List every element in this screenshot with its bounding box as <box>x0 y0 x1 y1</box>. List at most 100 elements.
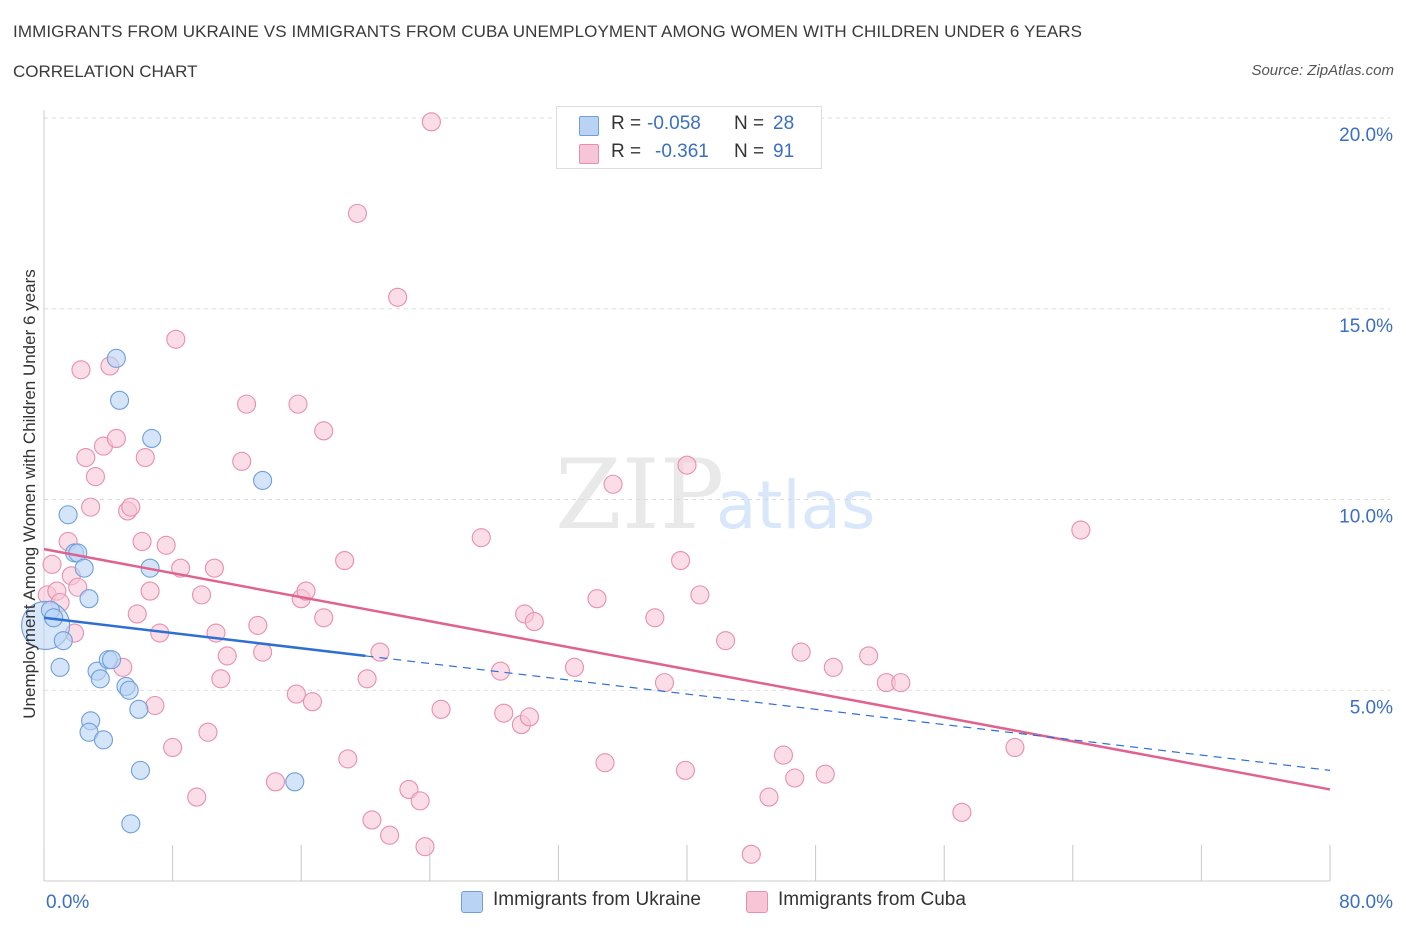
cuba-point <box>232 451 252 471</box>
ukraine-point <box>129 699 149 719</box>
ukraine-trend-extension <box>365 655 1331 771</box>
cuba-point <box>76 447 96 468</box>
ukraine-point <box>130 760 150 780</box>
cuba-point <box>236 394 257 414</box>
ukraine-point <box>121 814 141 834</box>
cuba-point <box>859 646 879 666</box>
cuba-point <box>191 585 212 605</box>
watermark-atlas: atlas <box>716 467 876 544</box>
cuba-point <box>314 421 334 441</box>
ukraine-point <box>119 680 139 700</box>
axis-labels: 5.0% 10.0% 15.0% 20.0% 0.0% 80.0% Unemployment… <box>20 125 1393 913</box>
legend-r-label: R = <box>611 141 642 162</box>
ukraine-point <box>53 631 73 651</box>
watermark-zip: ZIP <box>555 439 724 551</box>
ukraine-point <box>58 505 78 525</box>
ukraine-points-group <box>21 348 305 834</box>
ukraine-point <box>90 669 110 689</box>
trend-lines <box>43 547 1331 791</box>
cuba-point <box>388 287 408 307</box>
cuba-point <box>671 550 691 571</box>
cuba-point <box>370 642 390 662</box>
legend-swatch-ukraine <box>461 891 483 913</box>
cuba-point <box>132 531 152 552</box>
ukraine-point <box>253 470 273 490</box>
cuba-point <box>286 684 306 704</box>
legend-swatch-cuba <box>746 891 768 913</box>
cuba-point <box>288 394 308 414</box>
cuba-point <box>759 787 779 807</box>
ukraine-point <box>110 390 130 410</box>
cuba-point <box>952 802 972 822</box>
ukraine-point <box>285 772 305 792</box>
cuba-point <box>135 447 155 468</box>
cuba-point <box>421 112 441 132</box>
cuba-point <box>431 699 451 719</box>
cuba-point <box>265 772 286 792</box>
cuba-point <box>654 673 675 693</box>
cuba-point <box>314 608 334 628</box>
cuba-point <box>68 577 88 597</box>
cuba-point <box>645 608 665 628</box>
legend-swatch-ukraine <box>579 116 599 136</box>
cuba-point <box>145 695 165 716</box>
cuba-point <box>471 528 491 548</box>
y-tick-label: 10.0% <box>1339 507 1393 528</box>
cuba-point <box>198 722 218 742</box>
cuba-point <box>675 760 695 780</box>
cuba-point <box>564 657 585 677</box>
chart-title: IMMIGRANTS FROM UKRAINE VS IMMIGRANTS FR… <box>13 22 1083 41</box>
cuba-point <box>85 467 105 487</box>
axes-layer <box>43 110 1331 882</box>
cuba-point <box>891 673 911 693</box>
cuba-point <box>335 550 355 571</box>
cuba-point <box>347 203 368 223</box>
cuba-point <box>603 474 623 494</box>
series-legend: Immigrants from Ukraine Immigrants from … <box>0 888 1406 918</box>
legend-n-label: N = <box>734 113 765 134</box>
cuba-point <box>1005 737 1025 758</box>
ukraine-point <box>106 348 126 368</box>
cuba-point <box>815 764 835 784</box>
cuba-point <box>248 615 268 635</box>
watermark: ZIP atlas <box>555 439 876 551</box>
ukraine-point <box>79 589 99 609</box>
cuba-point <box>187 787 207 807</box>
cuba-point <box>338 749 358 769</box>
cuba-point <box>163 737 183 758</box>
ukraine-point <box>93 730 114 750</box>
cuba-point <box>741 844 761 864</box>
y-tick-label: 5.0% <box>1350 697 1393 718</box>
cuba-point <box>362 810 382 830</box>
cuba-point <box>823 657 843 677</box>
chart-subtitle: CORRELATION CHART <box>13 62 198 81</box>
cuba-point <box>595 753 615 773</box>
cuba-point <box>42 554 62 574</box>
cuba-point <box>1071 520 1091 540</box>
cuba-point <box>690 585 710 605</box>
cuba-points-group <box>37 112 1091 864</box>
cuba-point <box>106 428 126 449</box>
cuba-point <box>773 745 794 765</box>
cuba-point <box>81 497 101 517</box>
cuba-point <box>415 837 435 857</box>
cuba-point <box>519 707 540 727</box>
cuba-point <box>127 604 147 624</box>
cuba-point <box>587 589 607 609</box>
legend-n-value-cuba: 91 <box>773 141 795 162</box>
cuba-point <box>204 558 224 578</box>
cuba-point <box>785 768 805 788</box>
cuba-point <box>156 535 176 555</box>
cuba-point <box>121 497 141 517</box>
cuba-point <box>380 825 400 845</box>
legend-label-cuba: Immigrants from Cuba <box>778 889 966 910</box>
legend-r-value-cuba: -0.361 <box>655 141 709 162</box>
cuba-point <box>494 703 514 723</box>
cuba-point <box>410 791 430 811</box>
ukraine-point <box>50 657 70 677</box>
correlation-legend: R = -0.058 N = 28 R = -0.361 N = 91 <box>556 106 822 169</box>
cuba-point <box>166 329 186 349</box>
legend-swatch-cuba <box>579 144 599 164</box>
ukraine-point <box>74 558 94 578</box>
